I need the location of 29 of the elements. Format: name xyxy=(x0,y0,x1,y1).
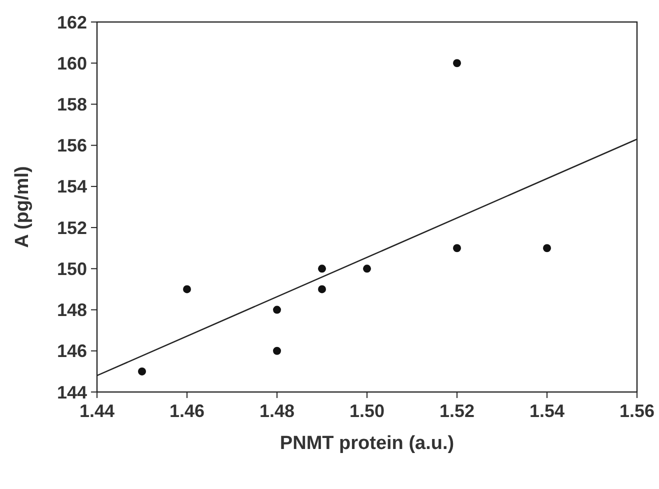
point xyxy=(318,285,326,294)
x-tick-label: 1.54 xyxy=(529,401,565,421)
x-tick-label: 1.50 xyxy=(349,401,385,421)
x-tick-label: 1.48 xyxy=(259,401,295,421)
y-tick-label: 152 xyxy=(56,218,87,238)
point xyxy=(183,285,191,294)
x-tick-label: 1.46 xyxy=(169,401,205,421)
y-axis-title: A (pg/ml) xyxy=(12,166,33,248)
y-tick-label: 144 xyxy=(56,382,87,402)
y-tick-label: 148 xyxy=(56,300,87,320)
y-tick-label: 146 xyxy=(56,341,87,362)
x-tick-label: 1.56 xyxy=(619,401,655,421)
x-tick-label: 1.44 xyxy=(79,401,115,421)
y-tick-label: 150 xyxy=(56,258,87,279)
x-tick-label: 1.52 xyxy=(439,401,475,421)
point xyxy=(273,346,281,355)
y-tick-label: 158 xyxy=(56,94,87,115)
x-axis-title: PNMT protein (a.u.) xyxy=(280,433,454,454)
y-tick-label: 160 xyxy=(56,53,87,74)
point xyxy=(273,306,281,314)
point xyxy=(453,59,461,68)
y-tick-label: 156 xyxy=(56,136,87,156)
point xyxy=(318,264,326,273)
y-tick-label: 162 xyxy=(56,12,87,32)
y-tick-label: 154 xyxy=(56,176,87,197)
point xyxy=(363,264,371,273)
point xyxy=(138,367,146,376)
point xyxy=(543,244,551,252)
point xyxy=(453,244,461,252)
